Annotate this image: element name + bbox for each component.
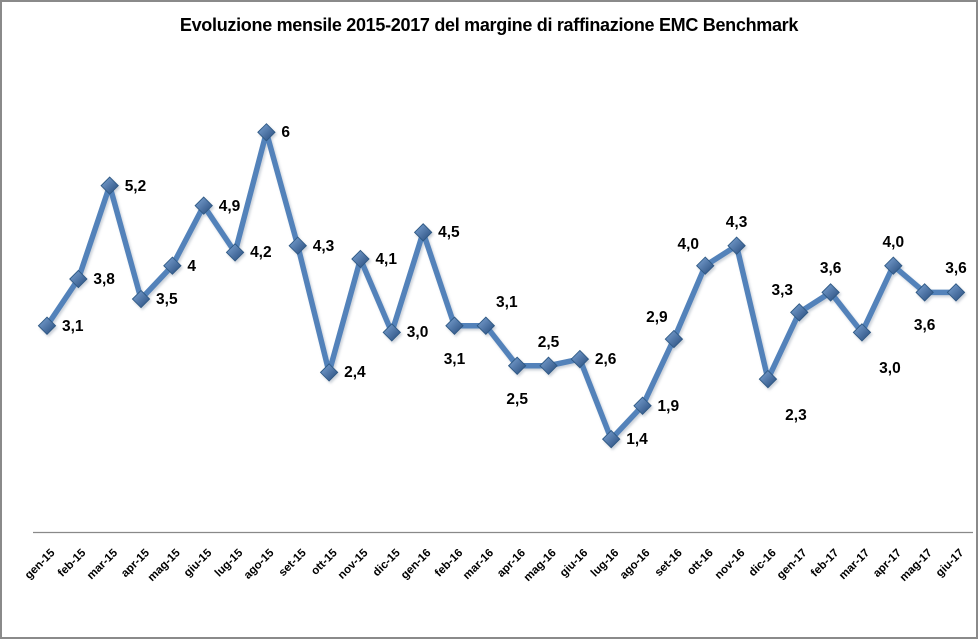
data-point-marker <box>601 429 621 449</box>
data-point-marker <box>100 176 119 195</box>
data-point-marker <box>131 289 151 309</box>
data-point-marker <box>758 369 778 389</box>
data-label: 2,5 <box>537 333 560 351</box>
data-label: 4,0 <box>882 233 905 251</box>
data-label: 3,1 <box>496 293 518 311</box>
data-label: 3,8 <box>93 271 115 289</box>
data-point-marker <box>696 256 715 275</box>
data-point-marker <box>790 303 809 322</box>
data-label: 4,5 <box>438 224 460 242</box>
data-point-marker <box>727 236 746 255</box>
series-group <box>37 123 966 449</box>
data-label: 4,3 <box>725 213 748 231</box>
data-label: 1,4 <box>626 431 648 449</box>
data-label: 4,1 <box>375 251 397 269</box>
data-label: 3,6 <box>913 317 936 335</box>
data-point-marker <box>915 283 934 302</box>
data-point-marker <box>946 283 966 302</box>
data-label: 2,5 <box>506 390 528 408</box>
data-label: 2,9 <box>646 309 668 327</box>
data-point-marker <box>69 269 88 289</box>
data-point-marker <box>821 283 840 302</box>
data-label: 6 <box>281 124 291 142</box>
data-point-marker <box>37 316 57 335</box>
data-label: 2,4 <box>344 364 366 382</box>
data-point-marker <box>539 356 558 375</box>
data-point-marker <box>225 243 245 262</box>
data-label: 2,6 <box>594 351 617 369</box>
series-line <box>44 129 959 442</box>
data-point-marker <box>194 196 213 215</box>
chart-title: Evoluzione mensile 2015-2017 del margine… <box>179 15 799 35</box>
data-label: 3,1 <box>62 317 84 335</box>
data-point-marker <box>257 123 276 142</box>
data-point-marker <box>413 223 433 242</box>
data-point-marker <box>852 323 872 342</box>
data-label: 3,6 <box>819 260 842 278</box>
data-label: 3,5 <box>156 291 178 309</box>
data-point-marker <box>476 316 496 335</box>
data-label: 5,2 <box>124 177 147 195</box>
data-point-marker <box>288 236 307 255</box>
data-label: 3,0 <box>879 360 901 378</box>
data-point-marker <box>319 363 339 382</box>
data-label: 2,3 <box>785 407 807 425</box>
data-label: 3,1 <box>443 350 466 368</box>
data-label: 3,0 <box>406 324 429 342</box>
data-label: 4,9 <box>218 197 241 215</box>
data-point-marker <box>507 356 527 375</box>
data-label: 3,6 <box>945 260 967 278</box>
data-label: 4,3 <box>312 237 335 255</box>
data-point-marker <box>884 256 903 275</box>
data-label: 3,3 <box>771 282 794 300</box>
data-label: 1,9 <box>657 397 680 415</box>
data-point-marker <box>351 249 370 269</box>
data-point-marker <box>633 396 652 416</box>
data-point-marker <box>382 323 402 342</box>
data-point-marker <box>664 329 684 349</box>
data-point-marker <box>570 349 590 369</box>
data-label: 4,0 <box>677 235 700 253</box>
data-label: 4 <box>187 257 196 275</box>
data-label: 4,2 <box>250 244 272 262</box>
data-point-marker <box>445 316 464 335</box>
data-point-marker <box>163 256 182 275</box>
